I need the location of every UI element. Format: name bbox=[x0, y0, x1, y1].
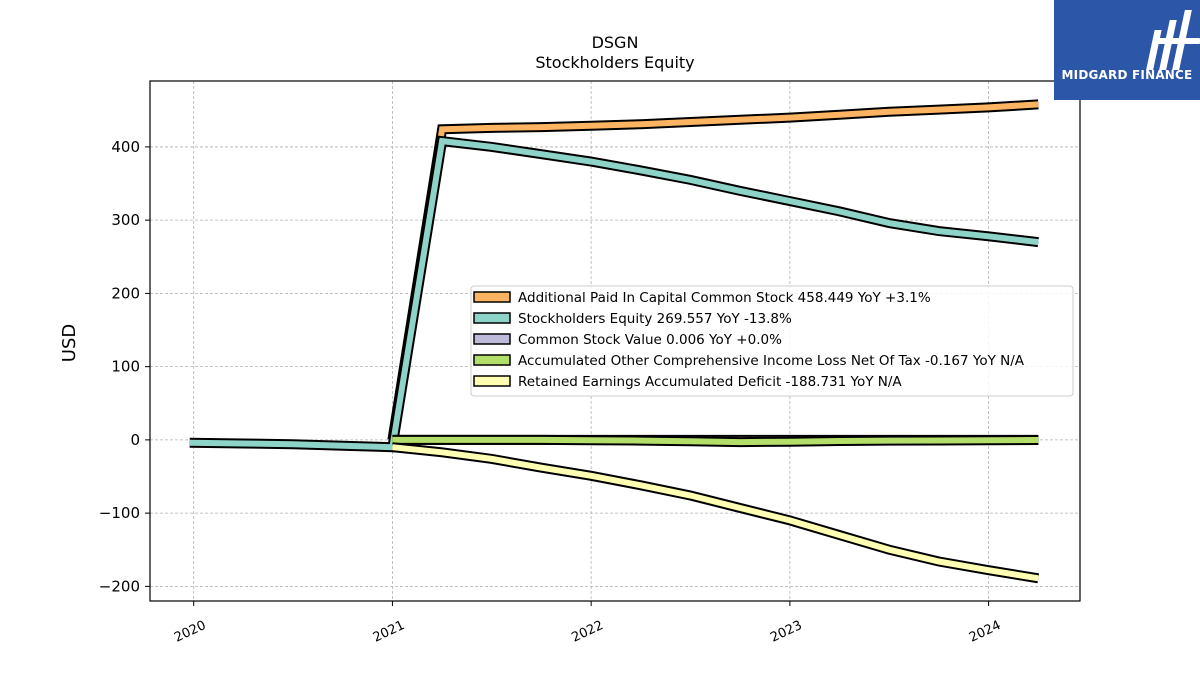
series-layer bbox=[189, 99, 1040, 584]
y-axis-label: USD bbox=[59, 324, 80, 362]
legend-swatch bbox=[473, 333, 511, 345]
legend-entry: Retained Earnings Accumulated Deficit -1… bbox=[518, 374, 902, 390]
y-tick-label: 400 bbox=[111, 138, 140, 156]
legend-entry: Accumulated Other Comprehensive Income L… bbox=[518, 353, 1025, 369]
series-line bbox=[392, 444, 1039, 582]
series-line bbox=[189, 137, 1039, 451]
legend-entry: Stockholders Equity 269.557 YoY -13.8% bbox=[518, 311, 792, 327]
y-tick-label: 0 bbox=[130, 431, 140, 449]
brand-name: MIDGARD FINANCE bbox=[1061, 68, 1193, 82]
plot-frame bbox=[149, 80, 1081, 602]
legend-swatch bbox=[473, 354, 511, 366]
brand-logo: MIDGARD FINANCE bbox=[1054, 0, 1200, 100]
x-tick-label: 2021 bbox=[371, 618, 407, 646]
x-tick-label: 2023 bbox=[768, 618, 804, 646]
y-tick-label: 200 bbox=[111, 284, 140, 302]
legend-swatch bbox=[473, 375, 511, 387]
series-line bbox=[389, 101, 1039, 441]
x-tick-label: 2024 bbox=[967, 618, 1003, 646]
y-tick-label: 300 bbox=[111, 211, 140, 229]
legend-swatch bbox=[473, 291, 511, 303]
x-tick-label: 2020 bbox=[172, 618, 208, 646]
legend-box bbox=[470, 285, 1074, 397]
y-tick-label: −200 bbox=[99, 577, 140, 595]
y-tick-label: −100 bbox=[99, 504, 140, 522]
legend: Additional Paid In Capital Common Stock … bbox=[470, 285, 1074, 397]
chart-title: DSGN bbox=[592, 33, 639, 52]
legend-entry: Common Stock Value 0.006 YoY +0.0% bbox=[518, 332, 782, 348]
legend-entry: Additional Paid In Capital Common Stock … bbox=[518, 290, 931, 306]
series-line bbox=[392, 436, 1039, 446]
midgard-logo-icon bbox=[1146, 10, 1200, 70]
x-tick-label: 2022 bbox=[570, 618, 606, 646]
y-tick-label: 100 bbox=[111, 358, 140, 376]
legend-swatch bbox=[473, 312, 511, 324]
chart-subtitle: Stockholders Equity bbox=[535, 53, 694, 72]
